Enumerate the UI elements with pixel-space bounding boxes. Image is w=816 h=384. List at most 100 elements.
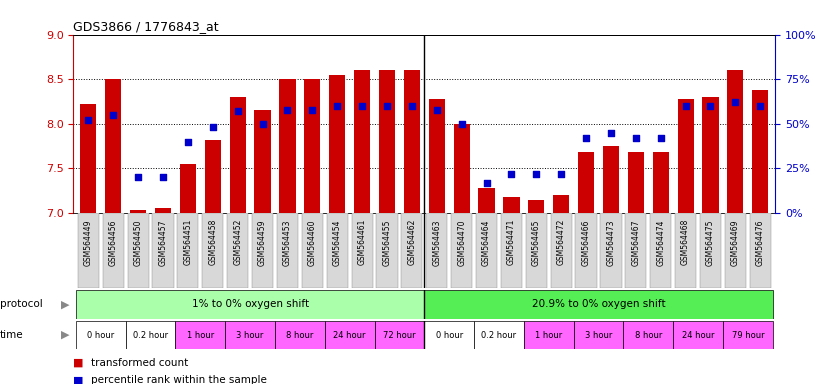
Bar xyxy=(650,213,672,288)
Bar xyxy=(474,321,524,349)
Bar xyxy=(578,152,594,213)
Bar xyxy=(379,70,395,213)
Bar xyxy=(575,213,596,288)
Text: 8 hour: 8 hour xyxy=(635,331,662,339)
Text: ■: ■ xyxy=(73,358,84,368)
Bar xyxy=(503,197,520,213)
Text: GSM564453: GSM564453 xyxy=(283,219,292,266)
Text: GSM564474: GSM564474 xyxy=(656,219,665,266)
Bar xyxy=(326,213,348,288)
Bar xyxy=(205,140,221,213)
Point xyxy=(306,106,319,113)
Text: 1 hour: 1 hour xyxy=(187,331,214,339)
Bar xyxy=(401,213,423,288)
Bar xyxy=(177,213,198,288)
Bar xyxy=(103,213,124,288)
Bar xyxy=(653,152,669,213)
Text: GSM564471: GSM564471 xyxy=(507,219,516,265)
Bar xyxy=(601,213,622,288)
Text: 24 hour: 24 hour xyxy=(334,331,366,339)
Text: transformed count: transformed count xyxy=(91,358,188,368)
Bar xyxy=(750,213,771,288)
Bar xyxy=(354,70,370,213)
Bar xyxy=(623,321,673,349)
Bar xyxy=(329,75,345,213)
Bar xyxy=(528,200,544,213)
Text: GSM564475: GSM564475 xyxy=(706,219,715,266)
Text: 79 hour: 79 hour xyxy=(731,331,764,339)
Text: 8 hour: 8 hour xyxy=(286,331,313,339)
Bar xyxy=(225,321,275,349)
Point xyxy=(654,135,667,141)
Text: 3 hour: 3 hour xyxy=(585,331,612,339)
Bar xyxy=(426,213,447,288)
Bar xyxy=(302,213,323,288)
Text: 20.9% to 0% oxygen shift: 20.9% to 0% oxygen shift xyxy=(532,299,665,310)
Point xyxy=(480,180,493,186)
Point xyxy=(206,124,220,131)
Bar xyxy=(229,97,246,213)
Bar xyxy=(130,210,146,213)
Point xyxy=(82,117,95,123)
Bar xyxy=(700,213,721,288)
Bar xyxy=(227,213,248,288)
Text: GDS3866 / 1776843_at: GDS3866 / 1776843_at xyxy=(73,20,219,33)
Text: GSM564476: GSM564476 xyxy=(756,219,765,266)
Bar xyxy=(673,321,723,349)
Text: GSM564457: GSM564457 xyxy=(158,219,167,266)
Text: GSM564465: GSM564465 xyxy=(532,219,541,266)
Bar xyxy=(404,70,420,213)
Point xyxy=(579,135,592,141)
Text: 24 hour: 24 hour xyxy=(682,331,714,339)
Bar xyxy=(155,208,171,213)
Bar xyxy=(78,213,99,288)
Bar xyxy=(454,124,470,213)
Point xyxy=(455,121,468,127)
Text: GSM564470: GSM564470 xyxy=(457,219,466,266)
Bar xyxy=(574,321,623,349)
Text: GSM564449: GSM564449 xyxy=(84,219,93,266)
Bar xyxy=(76,290,424,319)
Bar xyxy=(252,213,273,288)
Bar xyxy=(551,213,572,288)
Text: ▶: ▶ xyxy=(61,330,69,340)
Bar xyxy=(424,321,474,349)
Text: protocol: protocol xyxy=(0,299,42,310)
Bar xyxy=(375,321,424,349)
Point xyxy=(754,103,767,109)
Text: GSM564467: GSM564467 xyxy=(632,219,641,266)
Bar xyxy=(76,321,126,349)
Point xyxy=(380,103,393,109)
Text: GSM564458: GSM564458 xyxy=(208,219,217,265)
Text: 1% to 0% oxygen shift: 1% to 0% oxygen shift xyxy=(192,299,308,310)
Bar xyxy=(352,213,373,288)
Bar xyxy=(501,213,522,288)
Text: GSM564454: GSM564454 xyxy=(333,219,342,266)
Point xyxy=(729,99,742,106)
Text: ■: ■ xyxy=(73,375,84,384)
Point xyxy=(505,171,518,177)
Point xyxy=(157,174,170,180)
Point xyxy=(629,135,642,141)
Bar xyxy=(727,70,743,213)
Text: GSM564473: GSM564473 xyxy=(606,219,615,266)
Text: 0 hour: 0 hour xyxy=(436,331,463,339)
Point xyxy=(605,130,618,136)
Point xyxy=(330,103,344,109)
Point xyxy=(406,103,419,109)
Point xyxy=(181,139,194,145)
Bar xyxy=(524,321,574,349)
Text: GSM564469: GSM564469 xyxy=(731,219,740,266)
Bar xyxy=(451,213,472,288)
Point xyxy=(256,121,269,127)
Bar xyxy=(677,99,694,213)
Text: 1 hour: 1 hour xyxy=(535,331,562,339)
Text: 0.2 hour: 0.2 hour xyxy=(481,331,517,339)
Text: time: time xyxy=(0,330,24,340)
Bar xyxy=(478,188,494,213)
Point xyxy=(530,171,543,177)
Bar xyxy=(279,79,295,213)
Text: GSM564455: GSM564455 xyxy=(383,219,392,266)
Bar xyxy=(752,90,769,213)
Text: 72 hour: 72 hour xyxy=(384,331,415,339)
